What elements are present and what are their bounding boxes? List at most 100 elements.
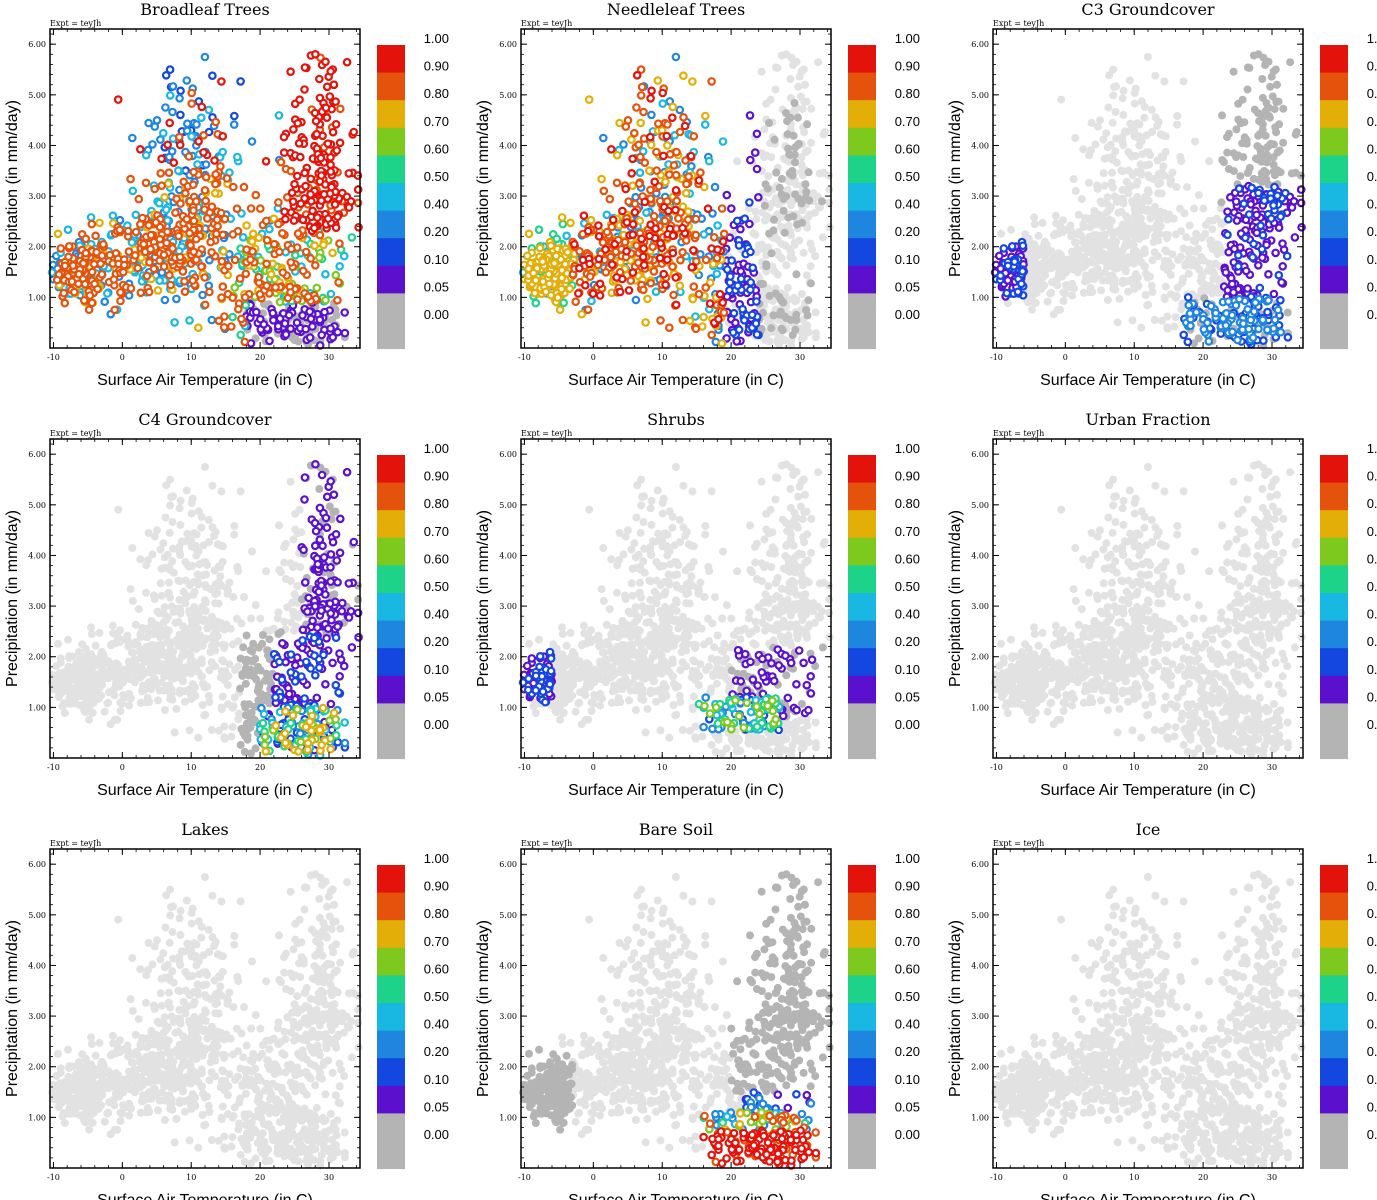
y-tick-label: 5.00: [971, 91, 989, 100]
data-point: [164, 168, 174, 178]
data-point: [746, 247, 755, 257]
data-point: [261, 157, 271, 166]
data-point: [1194, 244, 1203, 253]
data-point: [1117, 232, 1126, 240]
data-point: [172, 294, 181, 304]
data-point: [154, 696, 162, 705]
data-point: [1113, 318, 1122, 327]
data-point: [1069, 175, 1078, 184]
data-point: [1161, 282, 1170, 291]
data-point: [1183, 337, 1193, 347]
data-point: [786, 315, 795, 324]
data-point: [182, 76, 192, 85]
data-point: [1087, 119, 1096, 127]
data-point: [211, 170, 221, 179]
data-point: [779, 206, 788, 215]
data-point: [1278, 239, 1287, 248]
colorbar-label: 0.60: [424, 141, 449, 156]
data-point: [59, 699, 68, 708]
data-point: [541, 287, 551, 297]
colorbar-label: 0.40: [895, 197, 920, 212]
data-point: [636, 91, 646, 100]
data-point: [1282, 251, 1292, 261]
data-point: [781, 241, 790, 250]
data-point: [1159, 263, 1168, 272]
data-point: [1247, 183, 1257, 193]
y-tick-label: 6.00: [28, 40, 46, 49]
data-point: [211, 117, 221, 127]
data-point: [1227, 310, 1237, 320]
data-point: [595, 291, 605, 300]
data-point: [825, 185, 834, 194]
data-point: [142, 271, 152, 281]
data-point: [803, 120, 812, 129]
data-point: [632, 103, 641, 112]
data-point: [1132, 206, 1141, 215]
data-point: [100, 707, 109, 716]
data-point: [293, 295, 302, 304]
data-point: [162, 205, 171, 215]
data-point: [1289, 197, 1299, 206]
data-point: [146, 230, 156, 240]
data-point: [95, 628, 104, 637]
data-point: [628, 268, 638, 277]
data-point: [174, 231, 183, 241]
data-point: [155, 276, 165, 285]
data-point: [732, 216, 742, 226]
colorbar: 1.000.900.800.700.600.500.400.200.100.05…: [1320, 31, 1377, 350]
data-point: [207, 658, 216, 667]
data-point: [85, 291, 95, 300]
data-point: [234, 304, 243, 314]
data-point: [281, 214, 290, 224]
data-point: [1276, 327, 1286, 337]
data-point: [1259, 336, 1268, 345]
data-point: [1098, 199, 1107, 208]
data-point: [579, 211, 589, 221]
data-point: [217, 293, 226, 302]
data-point: [777, 190, 786, 199]
data-point: [1183, 293, 1193, 302]
data-point: [254, 233, 264, 243]
data-point: [204, 105, 214, 115]
data-point: [189, 206, 198, 215]
data-point: [1297, 223, 1306, 232]
data-point: [67, 667, 76, 676]
panel-title: C3 Groundcover: [1081, 0, 1215, 19]
data-point: [136, 145, 145, 154]
data-point: [1243, 85, 1252, 94]
data-point: [306, 174, 316, 184]
data-point: [1183, 183, 1191, 192]
data-point: [1277, 278, 1286, 287]
data-point: [240, 293, 250, 302]
data-point: [565, 284, 575, 294]
data-point: [207, 248, 216, 257]
data-point: [156, 135, 165, 144]
y-tick-label: 2.00: [28, 243, 46, 252]
data-point: [1160, 77, 1169, 86]
data-point: [115, 215, 125, 225]
data-point: [718, 298, 728, 307]
data-point: [1258, 125, 1267, 134]
data-point: [1150, 202, 1159, 211]
data-point: [1218, 156, 1227, 164]
data-point: [673, 214, 683, 223]
colorbar-swatch: [1320, 45, 1348, 74]
data-point: [82, 703, 91, 712]
data-point: [1258, 75, 1267, 83]
data-point: [327, 182, 336, 192]
data-point: [1042, 264, 1051, 273]
data-point: [612, 150, 622, 160]
data-point: [770, 135, 779, 144]
data-point: [1224, 297, 1233, 306]
data-point: [664, 323, 674, 333]
data-point: [1273, 191, 1282, 201]
data-point: [1106, 227, 1115, 236]
data-point: [1143, 53, 1152, 61]
data-point: [797, 153, 806, 162]
data-point: [220, 214, 230, 224]
data-point: [87, 298, 97, 308]
colorbar-label: 0.90: [1367, 59, 1377, 74]
colorbar-label: 0.05: [1367, 279, 1377, 294]
data-point: [192, 255, 201, 265]
y-tick-label: 3.00: [971, 192, 989, 201]
